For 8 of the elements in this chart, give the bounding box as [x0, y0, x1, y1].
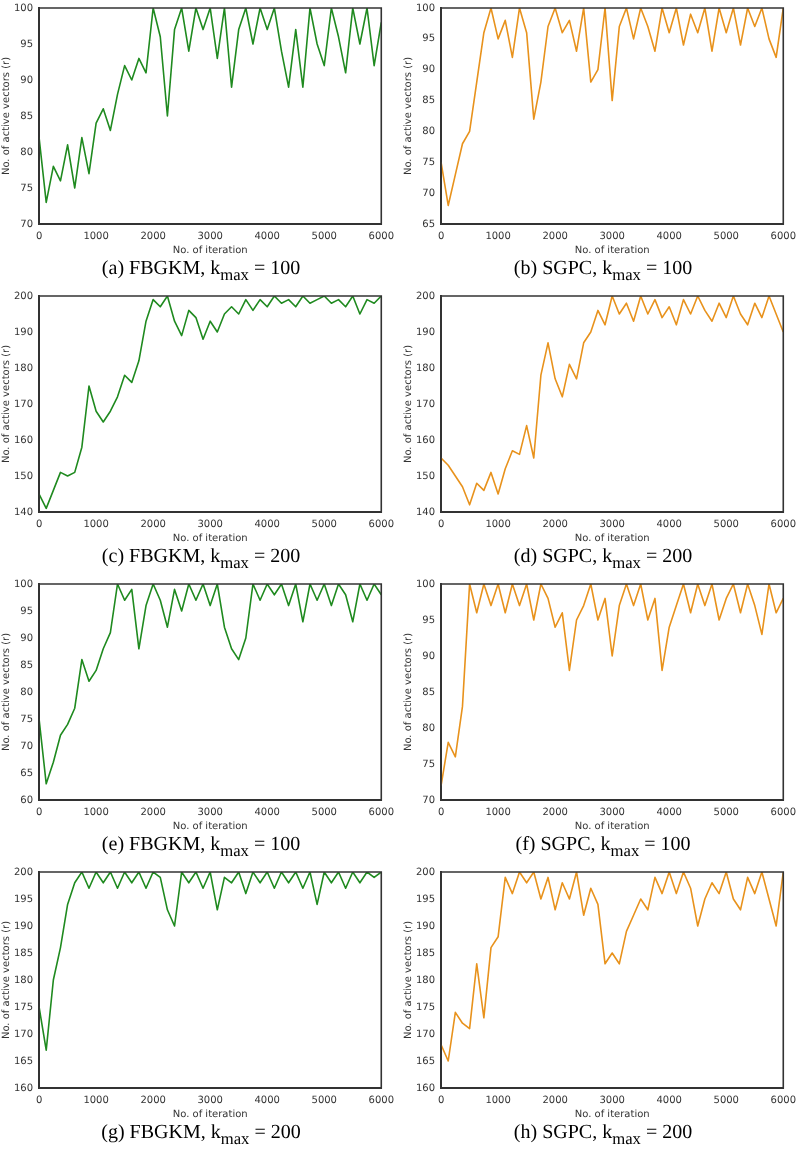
text: (h) SGPC, k$_{max}$ = 200	[511, 1122, 695, 1152]
text: (g) FBGKM, k$_{max}$ = 200	[99, 1122, 303, 1152]
text: (d) SGPC, k$_{max}$ = 200	[511, 546, 695, 576]
text: (e) FBGKM, k$_{max}$ = 100	[99, 834, 303, 864]
text: (c) FBGKM, k$_{max}$ = 200	[99, 546, 303, 576]
text: (f) SGPC, k$_{max}$ = 100	[513, 834, 693, 864]
text: (b) SGPC, k$_{max}$ = 100	[511, 258, 695, 288]
text: (a) FBGKM, k$_{max}$ = 100	[99, 258, 303, 288]
